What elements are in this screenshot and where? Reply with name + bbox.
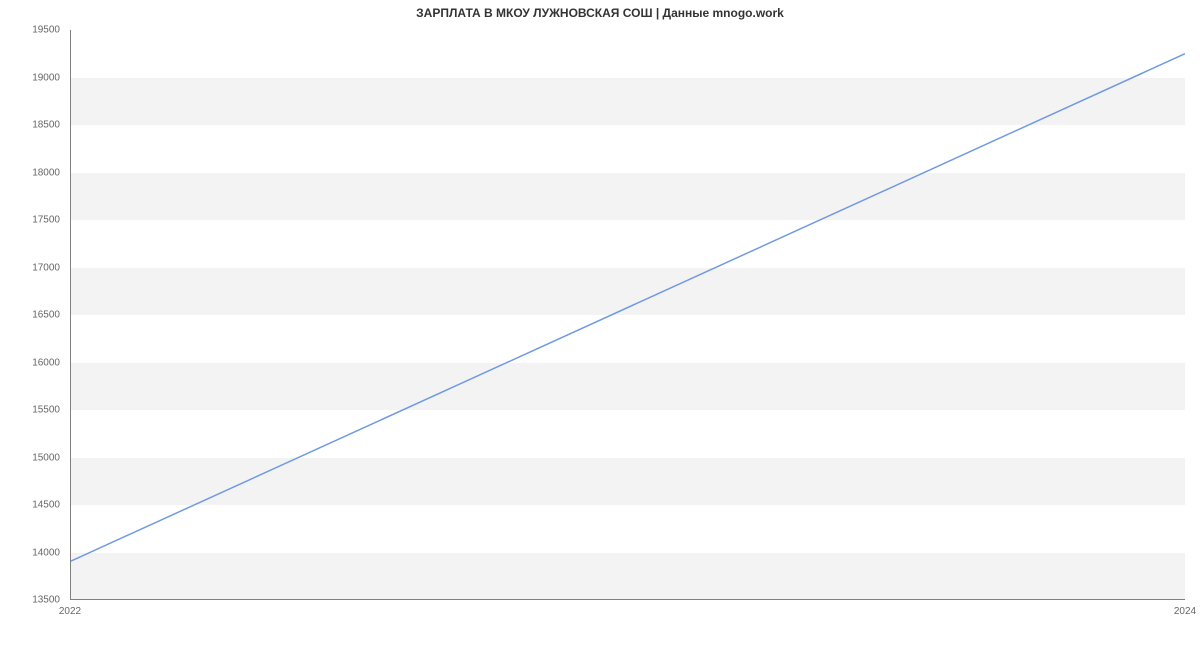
series-salary [71,54,1185,561]
y-tick-label: 18000 [0,167,60,178]
y-tick-label: 19000 [0,72,60,83]
y-tick-label: 16500 [0,310,60,321]
y-tick-label: 15500 [0,405,60,416]
y-tick-label: 17500 [0,215,60,226]
y-tick-label: 13500 [0,595,60,606]
plot-area [70,30,1185,600]
y-tick-label: 14000 [0,547,60,558]
y-tick-label: 18500 [0,120,60,131]
y-tick-label: 19500 [0,25,60,36]
y-tick-label: 14500 [0,500,60,511]
salary-line-chart: ЗАРПЛАТА В МКОУ ЛУЖНОВСКАЯ СОШ | Данные … [0,0,1200,650]
y-tick-label: 15000 [0,452,60,463]
x-tick-label: 2022 [59,606,81,617]
x-tick-label: 2024 [1174,606,1196,617]
chart-title: ЗАРПЛАТА В МКОУ ЛУЖНОВСКАЯ СОШ | Данные … [0,6,1200,20]
y-tick-label: 16000 [0,357,60,368]
line-series-layer [71,30,1185,599]
y-tick-label: 17000 [0,262,60,273]
